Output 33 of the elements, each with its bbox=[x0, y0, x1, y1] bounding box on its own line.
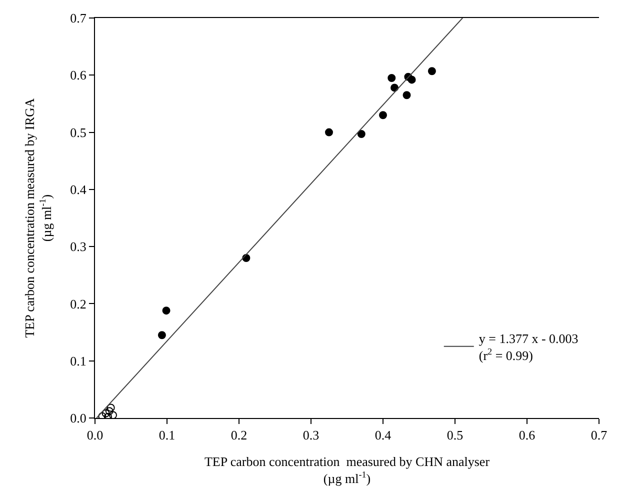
y-tick-label: 0.0 bbox=[70, 410, 86, 426]
point bbox=[408, 76, 416, 84]
y-tick-label: 0.2 bbox=[70, 296, 86, 312]
x-tick-label: 0.7 bbox=[590, 428, 608, 443]
point bbox=[390, 84, 399, 92]
point bbox=[106, 404, 115, 412]
y-tick-label: 0.1 bbox=[70, 353, 86, 368]
point bbox=[325, 128, 333, 136]
point bbox=[428, 67, 436, 76]
point bbox=[98, 412, 106, 418]
x-tick-label: 0.4 bbox=[374, 428, 392, 443]
point bbox=[105, 407, 114, 416]
point bbox=[402, 91, 411, 100]
point bbox=[357, 130, 366, 138]
x-tick-label: 0.5 bbox=[446, 428, 464, 443]
y-tick-label: 0.7 bbox=[70, 10, 87, 26]
x-tick-label: 0.2 bbox=[230, 428, 248, 443]
x-tick-label: 0.6 bbox=[518, 428, 536, 443]
point bbox=[109, 411, 117, 418]
y-tick-label: 0.3 bbox=[70, 239, 86, 254]
point bbox=[379, 111, 387, 120]
point bbox=[102, 409, 110, 418]
y-tick-label: 0.6 bbox=[70, 68, 87, 83]
point bbox=[158, 331, 166, 340]
x-tick-label: 0.1 bbox=[158, 428, 176, 443]
x-tick-label: 0.0 bbox=[86, 428, 104, 443]
x-tick-label: 0.3 bbox=[302, 428, 320, 443]
point bbox=[162, 306, 170, 315]
y-tick-label: 0.5 bbox=[70, 124, 86, 140]
point bbox=[388, 74, 396, 82]
x-axis-title: TEP carbon concentration measured by CHN analyser (µg ml$^{-1}$) bbox=[204, 454, 490, 486]
y-tick-label: 0.4 bbox=[70, 182, 87, 197]
legend-label: y = 1.377 x - 0.003 (r$^{2}$ = 0.99) bbox=[478, 331, 578, 363]
